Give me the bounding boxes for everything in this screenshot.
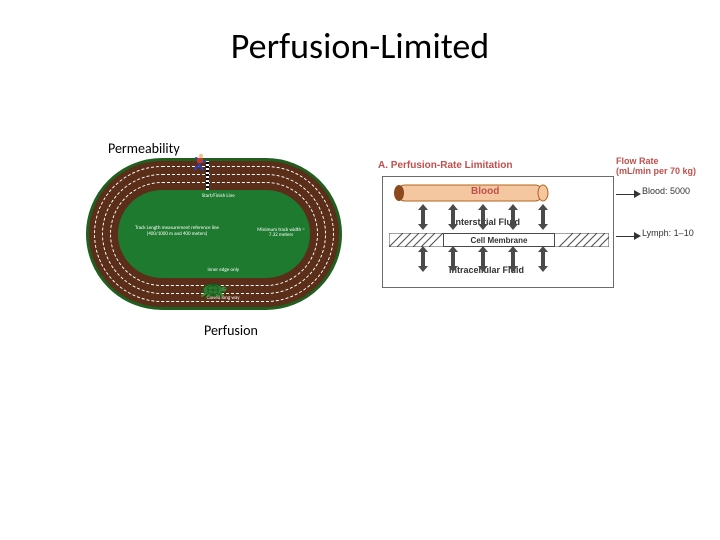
lymph-flow-arrow — [616, 232, 641, 240]
phys-box: Blood Interstitial Fluid Cell Membrane I… — [382, 176, 614, 288]
membrane-label: Cell Membrane — [443, 233, 555, 247]
runner-label: Direction of travel — [92, 160, 126, 164]
track-length-text: Track Length measurement reference line … — [122, 226, 232, 237]
track-width-text: Minimum track width = 7.32 meters — [246, 228, 316, 239]
blood-flow-text: Blood: 5000 — [642, 186, 690, 196]
flow-rate-heading: Flow Rate (mL/min per 70 kg) — [616, 156, 696, 176]
lymph-flow-text: Lymph: 1–10 — [642, 228, 694, 238]
exchange-arrow — [538, 246, 548, 272]
track-curve-text: inner edge only — [183, 268, 263, 274]
blood-flow-arrow — [616, 190, 641, 198]
exchange-arrow — [538, 204, 548, 230]
track-diagram: Start/Finish Line Track Length measureme… — [86, 158, 342, 310]
cell-membrane: Cell Membrane — [389, 233, 609, 247]
page-title: Perfusion-Limited — [0, 24, 720, 68]
perfusion-label: Perfusion — [204, 322, 258, 339]
exchange-arrow — [478, 204, 488, 230]
phys-title: A. Perfusion-Rate Limitation — [378, 160, 512, 171]
exchange-arrow — [448, 246, 458, 272]
exchange-arrow — [448, 204, 458, 230]
permeability-label: Permeability — [108, 140, 180, 157]
exchange-arrow — [508, 246, 518, 272]
exchange-arrow — [418, 246, 428, 272]
exchange-arrow — [418, 204, 428, 230]
start-finish-text: Start/Finish Line — [183, 194, 253, 200]
blood-label: Blood — [471, 186, 499, 197]
runner-icon — [188, 152, 210, 179]
turtle-icon — [199, 280, 227, 303]
exchange-arrow — [478, 246, 488, 272]
exchange-arrow — [508, 204, 518, 230]
